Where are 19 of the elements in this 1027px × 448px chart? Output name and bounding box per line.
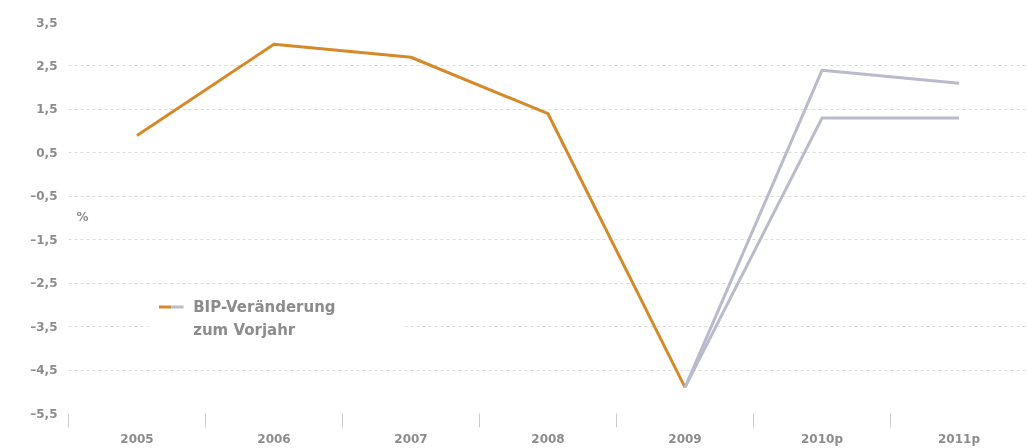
y-tick-label: –1,5 bbox=[30, 232, 58, 247]
x-tick-label: 2005 bbox=[120, 431, 154, 446]
y-axis-title: % bbox=[76, 209, 89, 224]
y-tick-label: –2,5 bbox=[30, 276, 58, 291]
y-tick-label: 2,5 bbox=[36, 58, 58, 73]
x-tick-label: 2008 bbox=[531, 431, 565, 446]
y-tick-label: –5,5 bbox=[30, 406, 58, 421]
y-tick-label: 0,5 bbox=[36, 145, 58, 160]
legend-label: BIP-Veränderung zum Vorjahr bbox=[193, 298, 336, 339]
y-tick-label: –0,5 bbox=[30, 189, 58, 204]
x-tick-label: 2011p bbox=[938, 431, 981, 446]
x-tick-label: 2010p bbox=[801, 431, 844, 446]
x-tick-label: 2007 bbox=[394, 431, 428, 446]
x-tick-label: 2006 bbox=[257, 431, 291, 446]
x-tick-label: 2009 bbox=[668, 431, 702, 446]
y-tick-label: –4,5 bbox=[30, 363, 58, 378]
y-tick-label: 3,5 bbox=[36, 15, 58, 30]
y-tick-label: –3,5 bbox=[30, 319, 58, 334]
y-tick-label: 1,5 bbox=[36, 102, 58, 117]
